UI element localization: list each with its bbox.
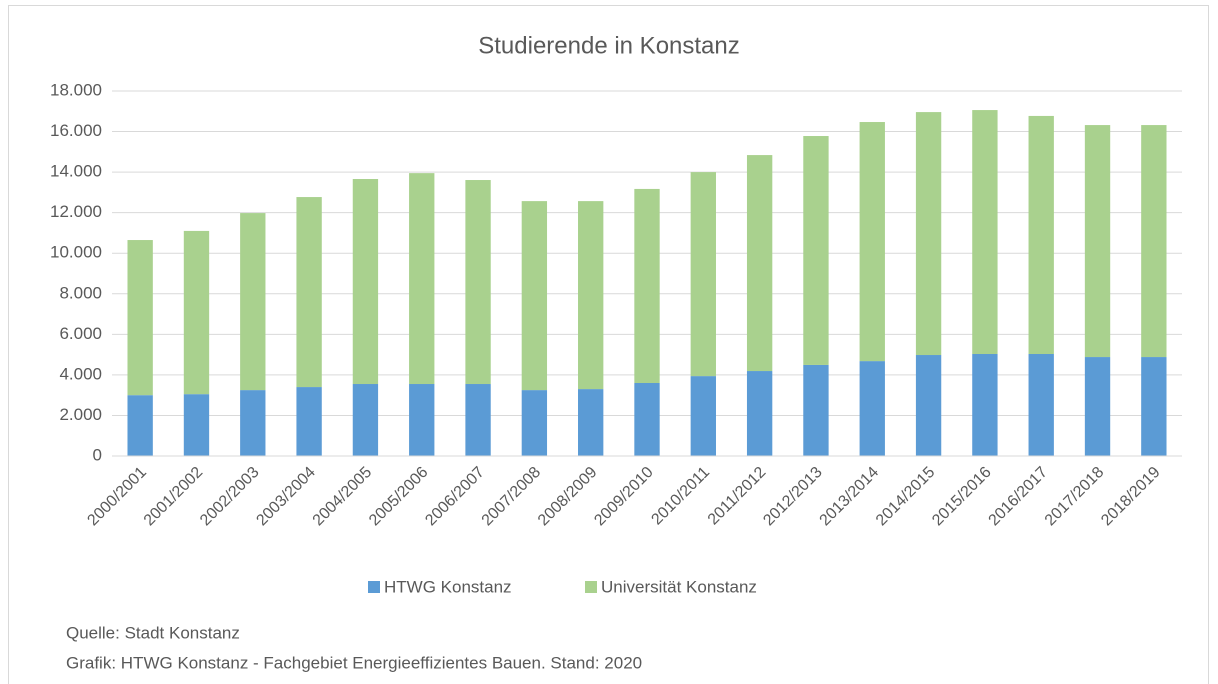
bar-segment xyxy=(521,201,548,391)
bar-segment xyxy=(746,155,773,372)
legend-label: HTWG Konstanz xyxy=(384,577,512,596)
bar-segment xyxy=(690,172,716,377)
y-tick-label: 2.000 xyxy=(59,405,102,424)
bar-segment xyxy=(1028,115,1054,355)
bar-segment xyxy=(352,179,379,385)
bar-segment xyxy=(859,122,885,362)
y-tick-label: 14.000 xyxy=(50,162,102,181)
y-tick-label: 18.000 xyxy=(50,80,102,99)
bar-segment xyxy=(578,389,604,456)
bar-segment xyxy=(465,384,491,456)
bar-segment xyxy=(746,371,773,456)
bar-segment xyxy=(409,384,435,456)
bar-segment xyxy=(1141,125,1167,358)
y-tick-label: 4.000 xyxy=(59,364,102,383)
legend-swatch xyxy=(368,581,380,593)
bar-segment xyxy=(1141,357,1167,456)
bar-segment xyxy=(690,376,716,456)
bar-segment xyxy=(915,112,942,356)
bar-segment xyxy=(296,197,322,388)
bar-segment xyxy=(803,364,829,456)
bar-segment xyxy=(296,387,322,456)
bar-segment xyxy=(634,188,660,383)
legend-swatch xyxy=(585,581,597,593)
bar-segment xyxy=(240,213,266,391)
bar-segment xyxy=(352,384,379,456)
bar-segment xyxy=(183,394,210,456)
bar-segment xyxy=(1084,357,1111,456)
y-tick-label: 16.000 xyxy=(50,121,102,140)
bar-segment xyxy=(1028,354,1054,456)
bar-segment xyxy=(972,110,998,355)
y-tick-label: 12.000 xyxy=(50,202,102,221)
bar-segment xyxy=(859,361,885,456)
chart-title: Studierende in Konstanz xyxy=(478,32,740,59)
bar-segment xyxy=(127,395,153,456)
y-tick-label: 0 xyxy=(93,445,102,464)
bar-segment xyxy=(127,240,153,396)
legend-label: Universität Konstanz xyxy=(601,577,757,596)
y-tick-label: 10.000 xyxy=(50,243,102,262)
footer-source: Quelle: Stadt Konstanz xyxy=(66,623,240,642)
bar-segment xyxy=(1084,125,1111,358)
bar-segment xyxy=(915,355,942,456)
bar-segment xyxy=(183,230,210,395)
bar-segment xyxy=(240,390,266,456)
y-tick-label: 6.000 xyxy=(59,324,102,343)
bar-segment xyxy=(634,383,660,456)
bar-segment xyxy=(972,354,998,456)
bar-segment xyxy=(465,180,491,385)
bar-segment xyxy=(803,136,829,365)
bar-segment xyxy=(409,173,435,385)
footer-credit: Grafik: HTWG Konstanz - Fachgebiet Energ… xyxy=(66,653,642,672)
bar-segment xyxy=(578,201,604,390)
bar-segment xyxy=(521,390,548,456)
y-tick-label: 8.000 xyxy=(59,283,102,302)
